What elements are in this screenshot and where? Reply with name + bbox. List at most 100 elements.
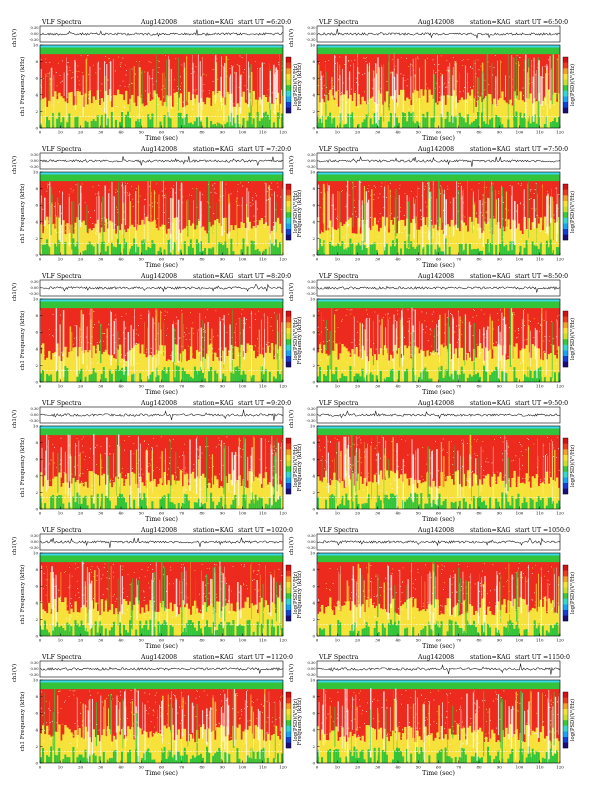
spectrogram-speckle	[393, 478, 394, 479]
spectrogram-low-yellow	[172, 107, 174, 128]
spectrogram-speckle	[75, 325, 76, 326]
spectrogram-speckle	[533, 490, 534, 491]
spectrogram-speckle	[321, 83, 322, 84]
spectrogram-speckle	[253, 447, 254, 448]
spectrogram-speckle	[118, 345, 119, 346]
spectrogram-speckle	[436, 83, 437, 84]
spectrogram-low-green	[507, 120, 509, 128]
spectrogram-speckle	[420, 491, 421, 492]
spectrogram-speckle	[473, 86, 474, 87]
spectrogram-xtick-label: 120	[279, 384, 287, 389]
spectrogram-speckle	[478, 96, 479, 97]
spectrogram-speckle	[93, 65, 94, 66]
spectrogram-streak	[279, 53, 280, 119]
spectrogram-speckle	[196, 468, 197, 469]
spectrogram-low-yellow	[520, 350, 522, 382]
spectrogram-speckle	[457, 475, 458, 476]
spectrogram-speckle	[149, 463, 150, 464]
spectrogram-speckle	[529, 83, 530, 84]
spectrogram-speckle	[148, 223, 149, 224]
spectrogram-speckle	[46, 62, 47, 63]
spectrogram-speckle	[502, 218, 503, 219]
spectrogram-speckle	[364, 484, 365, 485]
spectrogram-streak	[371, 438, 372, 500]
spectrogram-streak	[110, 61, 111, 101]
spectrogram-speckle	[440, 346, 441, 347]
spectrogram-speckle	[422, 447, 423, 448]
spectrogram-speckle	[492, 75, 493, 76]
spectrogram-speckle	[126, 75, 127, 76]
spectrogram-low-green	[414, 123, 416, 128]
spectrogram-low-green	[91, 245, 93, 255]
spectrogram-speckle	[519, 57, 520, 58]
spectrogram-streak	[251, 311, 252, 378]
spectrogram-speckle	[445, 478, 446, 479]
spectrogram-low-yellow	[432, 351, 434, 382]
spectrogram-speckle	[419, 235, 420, 236]
colorbar-segment	[286, 107, 291, 113]
spectrogram-speckle	[362, 99, 363, 100]
spectrogram-top-cyan	[317, 45, 560, 47]
spectrogram-low-yellow	[81, 95, 83, 128]
spectrogram-streak	[368, 200, 369, 247]
spectrogram-xtick-label: 110	[536, 130, 544, 135]
spectrogram-xtick-label: 60	[436, 384, 442, 389]
spectrogram-low-green	[491, 245, 493, 255]
spectrogram-speckle	[120, 361, 121, 362]
spectrogram-speckle	[470, 87, 471, 88]
spectrogram-speckle	[95, 447, 96, 448]
waveform-ytick-label: 0.30	[307, 280, 316, 284]
spectrogram-speckle	[460, 183, 461, 184]
spectrogram-speckle	[205, 332, 206, 333]
spectrogram-xtick-label: 0	[39, 511, 42, 516]
spectrogram-speckle	[98, 218, 99, 219]
spectrogram-speckle	[320, 450, 321, 451]
spectrogram-speckle	[557, 488, 558, 489]
spectrogram-speckle	[161, 361, 162, 362]
spectrogram-speckle	[75, 452, 76, 453]
spectrogram-speckle	[375, 222, 376, 223]
spectrogram-streak	[231, 452, 232, 485]
spectrogram-speckle	[481, 93, 482, 94]
spectrogram-streak	[220, 321, 221, 378]
spectrogram-speckle	[440, 186, 441, 187]
spectrogram-xtick-label: 120	[279, 257, 287, 262]
spectrogram-speckle	[407, 85, 408, 86]
spectrogram-speckle	[153, 349, 154, 350]
spectrogram-speckle	[163, 351, 164, 352]
panel-start-time: =8:20:0	[266, 273, 291, 280]
spectrogram-speckle	[253, 204, 254, 205]
spectrogram-xtick-label: 60	[159, 384, 165, 389]
spectrogram-low-green	[459, 113, 461, 128]
spectrogram-streak	[453, 198, 454, 236]
spectrogram-speckle	[269, 226, 270, 227]
spectrogram-low-green	[479, 251, 481, 255]
spectrogram-speckle	[431, 355, 432, 356]
spectrogram-low-green	[259, 121, 261, 128]
spectrogram-speckle	[348, 217, 349, 218]
spectrogram-speckle	[476, 441, 477, 442]
spectrogram-speckle	[543, 445, 544, 446]
spectrogram-speckle	[94, 443, 95, 444]
spectrogram-speckle	[401, 481, 402, 482]
spectrogram-speckle	[415, 310, 416, 311]
spectrogram-xtick-label: 30	[375, 257, 381, 262]
spectrogram-speckle	[79, 104, 80, 105]
spectrogram-speckle	[350, 314, 351, 315]
spectrogram-speckle	[270, 189, 271, 190]
spectrogram-streak	[452, 314, 453, 369]
spectrogram-speckle	[221, 65, 222, 66]
spectrogram-streak	[464, 316, 465, 365]
spectrogram-low-yellow	[103, 474, 105, 509]
colorbar-segment	[286, 339, 291, 345]
spectrogram-speckle	[60, 315, 61, 316]
spectrogram-speckle	[109, 58, 110, 59]
panel-station: station=KAG	[470, 273, 511, 280]
spectrogram-speckle	[268, 188, 269, 189]
spectrogram-low-green	[426, 372, 428, 382]
spectrogram-speckle	[255, 346, 256, 347]
spectrogram-speckle	[395, 66, 396, 67]
spectrogram-speckle	[408, 103, 409, 104]
spectrogram-speckle	[236, 324, 237, 325]
